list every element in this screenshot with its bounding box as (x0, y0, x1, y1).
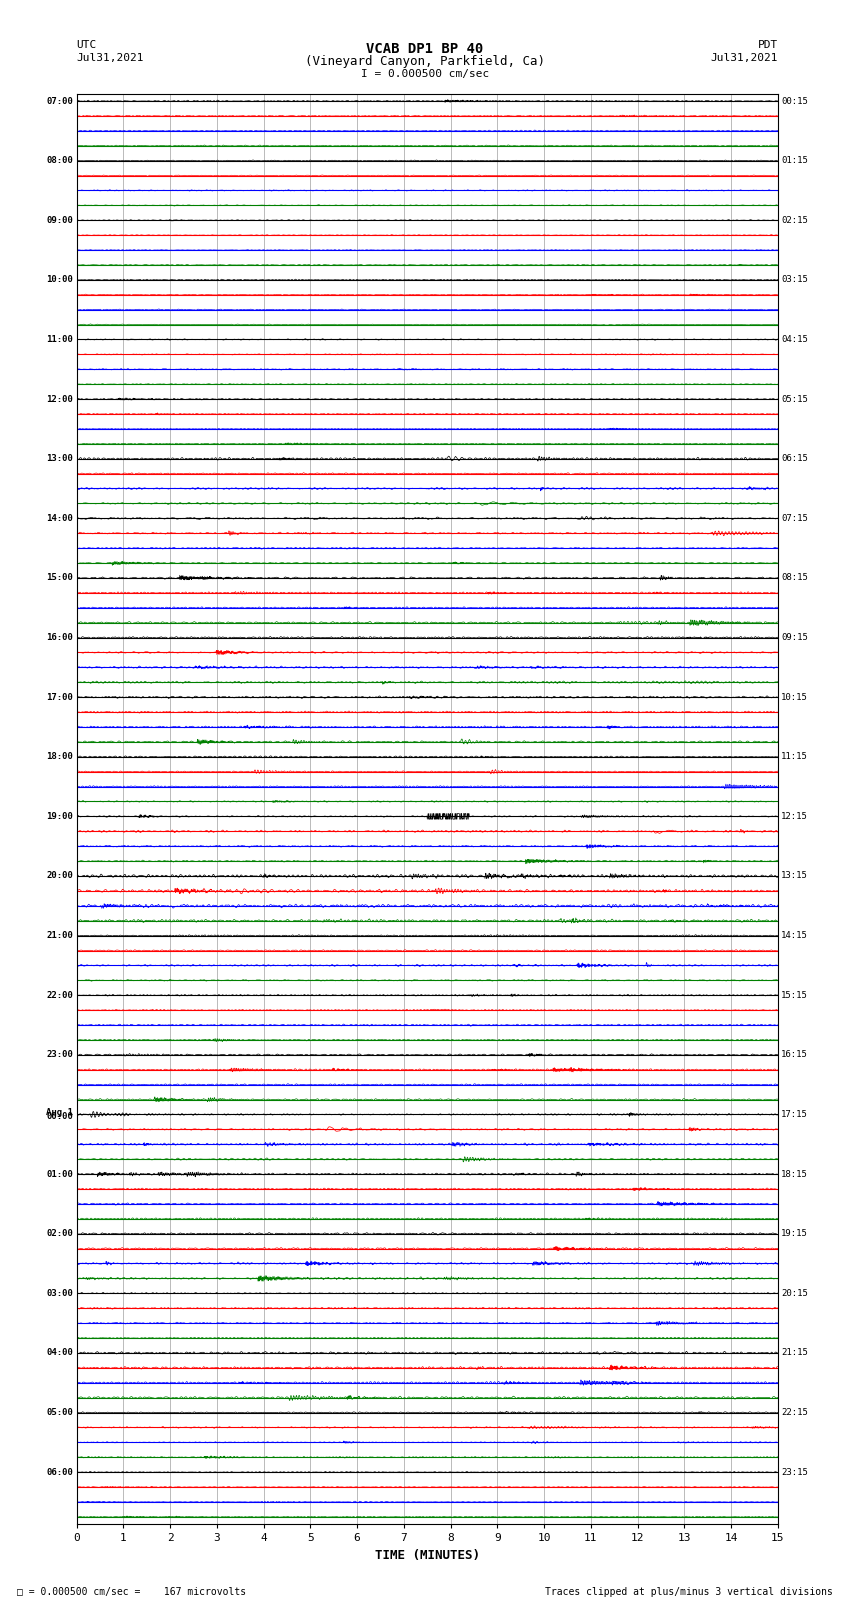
Text: 07:00: 07:00 (46, 97, 73, 105)
Text: 05:00: 05:00 (46, 1408, 73, 1416)
Text: 19:00: 19:00 (46, 811, 73, 821)
Text: 08:15: 08:15 (781, 573, 808, 582)
Text: 08:00: 08:00 (46, 156, 73, 165)
Text: 00:15: 00:15 (781, 97, 808, 105)
Text: Jul31,2021: Jul31,2021 (711, 53, 778, 63)
Text: 07:15: 07:15 (781, 515, 808, 523)
Text: 04:15: 04:15 (781, 336, 808, 344)
Text: 14:15: 14:15 (781, 931, 808, 940)
Text: Aug 1: Aug 1 (46, 1108, 73, 1116)
Text: 22:15: 22:15 (781, 1408, 808, 1416)
Text: 13:00: 13:00 (46, 455, 73, 463)
Text: 01:15: 01:15 (781, 156, 808, 165)
Text: VCAB DP1 BP 40: VCAB DP1 BP 40 (366, 42, 484, 56)
Text: 17:15: 17:15 (781, 1110, 808, 1119)
Text: 23:15: 23:15 (781, 1468, 808, 1476)
Text: 05:15: 05:15 (781, 395, 808, 403)
Text: 23:00: 23:00 (46, 1050, 73, 1060)
Text: 19:15: 19:15 (781, 1229, 808, 1239)
Text: 21:15: 21:15 (781, 1348, 808, 1358)
Text: 22:00: 22:00 (46, 990, 73, 1000)
Text: I = 0.000500 cm/sec: I = 0.000500 cm/sec (361, 69, 489, 79)
Text: 17:00: 17:00 (46, 692, 73, 702)
Text: 15:15: 15:15 (781, 990, 808, 1000)
Text: 15:00: 15:00 (46, 573, 73, 582)
Text: Jul31,2021: Jul31,2021 (76, 53, 144, 63)
Text: 20:00: 20:00 (46, 871, 73, 881)
Text: 11:00: 11:00 (46, 336, 73, 344)
Text: 03:00: 03:00 (46, 1289, 73, 1298)
Text: 18:00: 18:00 (46, 752, 73, 761)
Text: PDT: PDT (757, 40, 778, 50)
Text: (Vineyard Canyon, Parkfield, Ca): (Vineyard Canyon, Parkfield, Ca) (305, 55, 545, 68)
Text: 09:00: 09:00 (46, 216, 73, 224)
Text: 02:00: 02:00 (46, 1229, 73, 1239)
Text: 01:00: 01:00 (46, 1169, 73, 1179)
Text: 06:15: 06:15 (781, 455, 808, 463)
Text: Traces clipped at plus/minus 3 vertical divisions: Traces clipped at plus/minus 3 vertical … (545, 1587, 833, 1597)
Text: □ = 0.000500 cm/sec =    167 microvolts: □ = 0.000500 cm/sec = 167 microvolts (17, 1587, 246, 1597)
Text: 18:15: 18:15 (781, 1169, 808, 1179)
Text: 03:15: 03:15 (781, 276, 808, 284)
Text: 06:00: 06:00 (46, 1468, 73, 1476)
Text: 04:00: 04:00 (46, 1348, 73, 1358)
Text: 00:00: 00:00 (46, 1113, 73, 1121)
Text: 10:15: 10:15 (781, 692, 808, 702)
Text: 09:15: 09:15 (781, 632, 808, 642)
Text: 12:15: 12:15 (781, 811, 808, 821)
Text: 11:15: 11:15 (781, 752, 808, 761)
Text: 16:15: 16:15 (781, 1050, 808, 1060)
Text: 10:00: 10:00 (46, 276, 73, 284)
Text: 12:00: 12:00 (46, 395, 73, 403)
Text: 02:15: 02:15 (781, 216, 808, 224)
Text: 16:00: 16:00 (46, 632, 73, 642)
Text: 21:00: 21:00 (46, 931, 73, 940)
Text: 20:15: 20:15 (781, 1289, 808, 1298)
Text: UTC: UTC (76, 40, 97, 50)
Text: 14:00: 14:00 (46, 515, 73, 523)
Text: 13:15: 13:15 (781, 871, 808, 881)
X-axis label: TIME (MINUTES): TIME (MINUTES) (375, 1548, 479, 1561)
